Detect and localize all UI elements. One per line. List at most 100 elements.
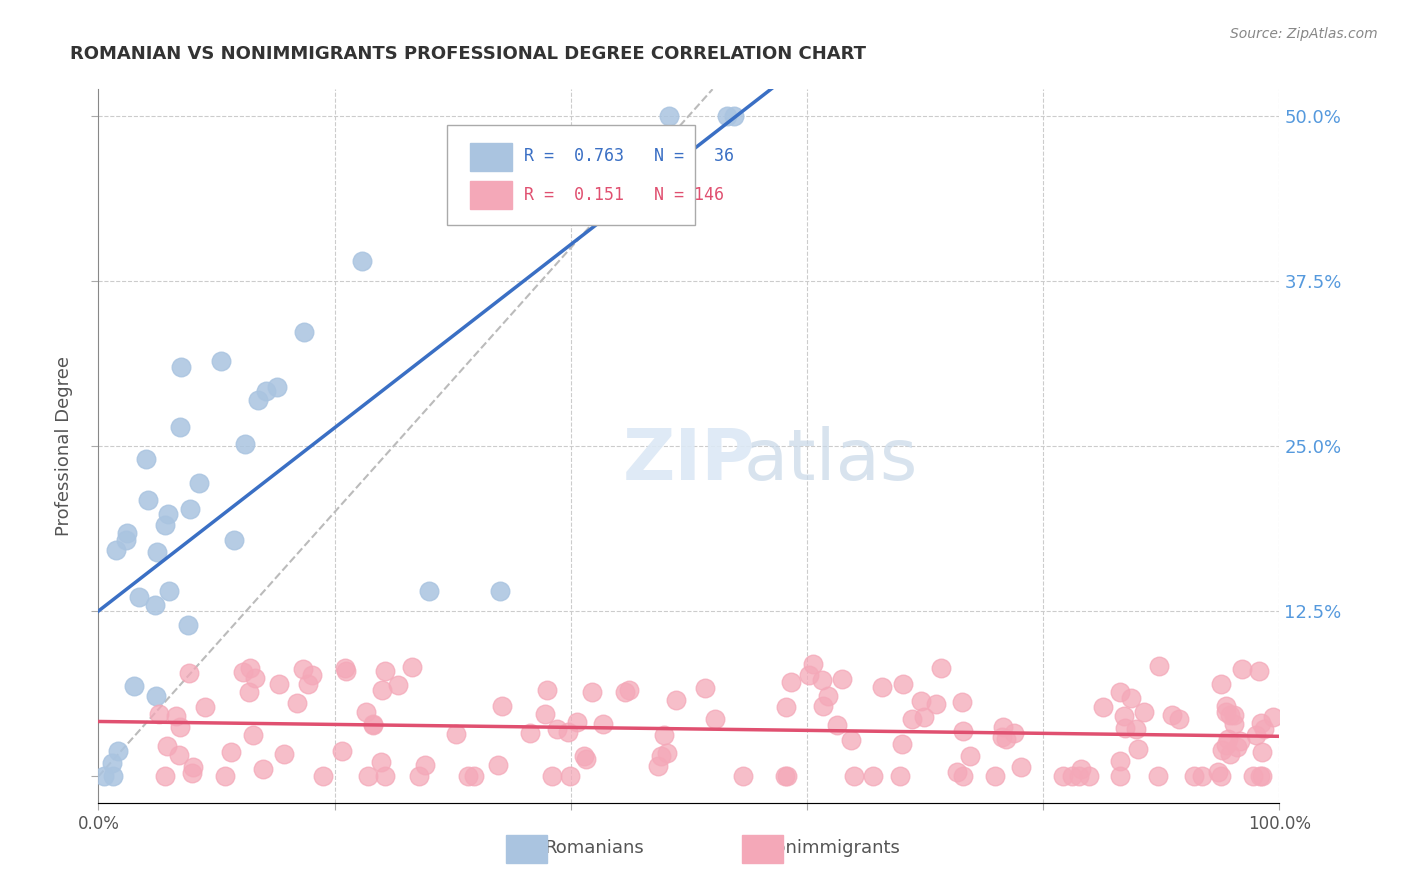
Point	[1125, 723, 1147, 737]
Point	[177, 618, 200, 632]
Point	[401, 659, 423, 673]
Point	[153, 769, 176, 783]
Point	[1250, 715, 1272, 730]
Point	[1211, 743, 1233, 757]
Point	[665, 693, 688, 707]
Point	[491, 698, 513, 713]
Point	[775, 699, 797, 714]
Point	[546, 722, 568, 736]
Point	[1060, 769, 1083, 783]
Point	[910, 694, 932, 708]
Point	[1251, 745, 1274, 759]
Point	[1263, 710, 1285, 724]
Point	[188, 476, 211, 491]
Point	[1146, 769, 1168, 783]
Point	[801, 657, 824, 672]
Point	[415, 758, 437, 772]
Point	[1219, 707, 1241, 722]
Point	[1168, 712, 1191, 726]
Point	[155, 517, 177, 532]
Point	[418, 584, 440, 599]
Point	[1191, 769, 1213, 783]
Point	[361, 718, 384, 732]
Point	[374, 769, 396, 783]
Text: Source: ZipAtlas.com: Source: ZipAtlas.com	[1230, 27, 1378, 41]
Point	[912, 710, 935, 724]
Point	[1109, 754, 1132, 768]
Point	[374, 665, 396, 679]
Point	[716, 109, 738, 123]
Point	[1109, 769, 1132, 783]
Point	[209, 354, 232, 368]
Point	[991, 730, 1014, 744]
Point	[1226, 739, 1249, 754]
Point	[831, 672, 853, 686]
Point	[285, 696, 308, 710]
Point	[658, 109, 681, 123]
Point	[370, 755, 392, 769]
Point	[252, 763, 274, 777]
Point	[1232, 662, 1254, 676]
Text: atlas: atlas	[744, 425, 918, 495]
Point	[486, 758, 509, 772]
Point	[575, 752, 598, 766]
Point	[592, 717, 614, 731]
Point	[489, 584, 512, 599]
Point	[128, 591, 150, 605]
Point	[1147, 659, 1170, 673]
Point	[219, 745, 242, 759]
Point	[733, 769, 755, 783]
Text: ROMANIAN VS NONIMMIGRANTS PROFESSIONAL DEGREE CORRELATION CHART: ROMANIAN VS NONIMMIGRANTS PROFESSIONAL D…	[70, 45, 866, 62]
Point	[619, 683, 641, 698]
Point	[595, 188, 617, 202]
Point	[157, 584, 180, 599]
Point	[1241, 769, 1264, 783]
Point	[179, 502, 201, 516]
Point	[243, 671, 266, 685]
Point	[991, 721, 1014, 735]
Point	[959, 749, 981, 764]
Point	[995, 732, 1018, 747]
Point	[148, 706, 170, 721]
Point	[254, 384, 277, 398]
Point	[1132, 705, 1154, 719]
Point	[180, 765, 202, 780]
Point	[900, 712, 922, 726]
Point	[1215, 698, 1237, 713]
Point	[1244, 728, 1267, 742]
Bar	[506, 835, 547, 863]
Point	[811, 698, 834, 713]
Point	[1215, 738, 1237, 752]
Point	[891, 737, 914, 751]
Point	[1215, 706, 1237, 720]
Point	[194, 699, 217, 714]
Point	[145, 689, 167, 703]
Point	[657, 747, 679, 761]
Point	[136, 493, 159, 508]
Point	[1251, 769, 1274, 783]
Point	[169, 747, 191, 762]
Point	[1208, 764, 1230, 779]
Point	[723, 109, 745, 123]
Point	[1114, 721, 1136, 735]
Point	[703, 712, 725, 726]
Point	[169, 420, 191, 434]
Point	[292, 325, 315, 339]
Point	[135, 452, 157, 467]
Point	[565, 715, 588, 730]
Point	[1209, 769, 1232, 783]
Point	[1078, 769, 1101, 783]
Point	[1247, 665, 1270, 679]
Point	[1216, 732, 1239, 747]
Point	[361, 717, 384, 731]
Point	[101, 769, 124, 783]
Point	[1182, 769, 1205, 783]
Point	[1010, 760, 1032, 774]
Point	[115, 533, 138, 547]
Point	[1209, 676, 1232, 690]
FancyBboxPatch shape	[447, 125, 695, 225]
Point	[354, 706, 377, 720]
Text: Nonimmigrants: Nonimmigrants	[761, 838, 900, 856]
Point	[335, 660, 357, 674]
Point	[1249, 769, 1271, 783]
